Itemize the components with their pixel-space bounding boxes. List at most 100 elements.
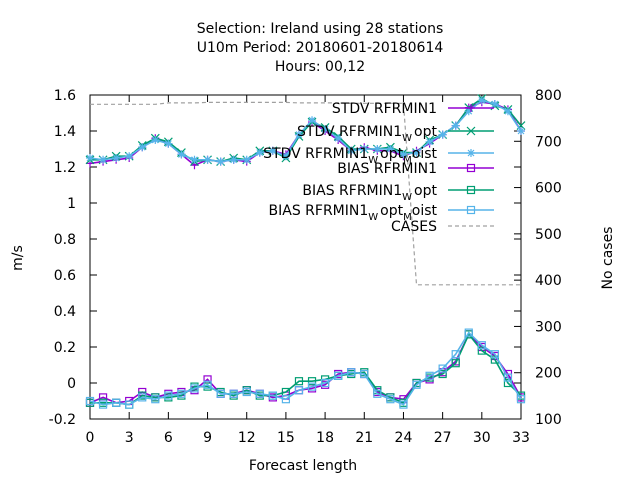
data-point — [229, 389, 238, 398]
data-point — [464, 107, 473, 116]
y-tick-label: 1.2 — [54, 160, 76, 176]
legend-label-main: BIAS RFRMIN1 — [302, 183, 402, 199]
x-tick-label: 30 — [473, 430, 491, 446]
y2-axis-label: No cases — [600, 227, 616, 290]
y2-tick-label: 400 — [535, 273, 562, 289]
y-tick-label: 0.6 — [54, 268, 76, 284]
data-point — [373, 389, 382, 398]
data-point — [255, 148, 264, 157]
data-point — [360, 145, 369, 153]
data-point — [268, 146, 277, 155]
data-point — [164, 391, 173, 400]
y2-tick-label: 500 — [535, 227, 562, 243]
data-point — [255, 389, 264, 398]
data-point — [347, 368, 356, 377]
legend-marker — [466, 163, 476, 173]
data-point — [99, 155, 108, 164]
data-point — [399, 400, 408, 409]
data-point — [412, 148, 421, 157]
legend-marker — [467, 104, 475, 112]
legend-label-sub: M — [403, 212, 412, 223]
data-point — [334, 134, 343, 143]
legend-marker — [466, 205, 476, 215]
data-point — [138, 143, 147, 152]
series-line — [89, 331, 522, 406]
legend-entry: BIAS RFRMIN1W opt — [302, 183, 494, 203]
x-tick-label: 0 — [86, 430, 95, 446]
x-tick-label: 6 — [164, 430, 173, 446]
series-line — [89, 99, 522, 163]
x-axis-label: Forecast length — [249, 458, 357, 474]
data-point — [216, 389, 225, 398]
data-point — [360, 369, 369, 379]
data-point — [517, 127, 525, 135]
legend-label-main: STDV RFRMIN1 — [332, 101, 437, 117]
legend-entry: STDV RFRMIN1 — [332, 101, 494, 117]
data-point — [425, 371, 434, 380]
y-tick-label: 0.2 — [54, 340, 76, 356]
x-tick-label: 21 — [355, 430, 373, 446]
x-tick-label: 24 — [395, 430, 413, 446]
data-point — [98, 400, 108, 409]
legend-entry: CASES — [391, 219, 494, 235]
y-axis-ticks: -0.2 0 0.2 0.4 0.6 0.8 1 1.2 1.4 1.6 — [49, 88, 521, 428]
data-point — [125, 400, 134, 409]
data-point — [490, 350, 499, 359]
y2-tick-label: 600 — [535, 181, 562, 197]
legend-label-rest: opt — [414, 124, 437, 140]
data-point — [438, 369, 447, 379]
data-point — [138, 393, 147, 402]
legend-label-main: BIAS RFRMIN1 — [269, 203, 369, 219]
legend-entry: STDV RFRMIN1W opt — [297, 124, 494, 144]
data-point — [281, 152, 290, 161]
data-point — [125, 152, 134, 161]
y2-axis-ticks: 100 200 300 400 500 600 700 800 — [514, 88, 562, 428]
data-point — [177, 389, 186, 398]
data-point — [151, 395, 160, 404]
data-point — [451, 121, 460, 130]
data-point — [386, 395, 395, 404]
legend-marker — [467, 149, 475, 157]
data-point — [451, 350, 460, 359]
data-point — [203, 380, 212, 389]
legend-label-main: CASES — [391, 219, 437, 235]
data-point — [164, 139, 173, 148]
y2-tick-label: 300 — [535, 319, 562, 335]
data-point — [190, 155, 199, 164]
data-point — [203, 155, 212, 164]
legend-label-rest: opt — [380, 203, 403, 219]
x-tick-label: 27 — [434, 430, 452, 446]
data-point — [438, 364, 447, 373]
x-tick-label: 3 — [125, 430, 134, 446]
data-point — [294, 377, 304, 386]
title-line-2: U10m Period: 20180601-20180614 — [197, 40, 444, 56]
series-2 — [86, 96, 525, 166]
y-tick-label: 1 — [67, 196, 76, 212]
data-point — [281, 395, 291, 404]
x-tick-label: 18 — [316, 430, 334, 446]
legend-label: CASES — [391, 219, 437, 235]
x-tick-label: 33 — [512, 430, 530, 446]
y-tick-label: 0.8 — [54, 232, 76, 248]
data-point — [399, 150, 408, 159]
legend-label: STDV RFRMIN1W optMoist — [263, 146, 437, 166]
data-point — [86, 154, 94, 162]
data-point — [464, 328, 473, 337]
legend-label-sub: W — [402, 192, 412, 203]
legend-label: STDV RFRMIN1 — [332, 101, 437, 117]
data-point — [307, 382, 317, 391]
series-line — [90, 101, 521, 286]
legend-label: BIAS RFRMIN1 — [337, 161, 437, 177]
data-point — [425, 137, 434, 146]
data-point — [503, 107, 512, 116]
series-layer — [85, 94, 526, 409]
x-tick-label: 12 — [238, 430, 256, 446]
data-point — [490, 100, 499, 108]
legend-label-sub: M — [403, 155, 412, 166]
legend-label-main: STDV RFRMIN1 — [263, 146, 368, 162]
data-point — [151, 136, 160, 144]
data-point — [308, 116, 317, 125]
data-point — [229, 155, 238, 164]
